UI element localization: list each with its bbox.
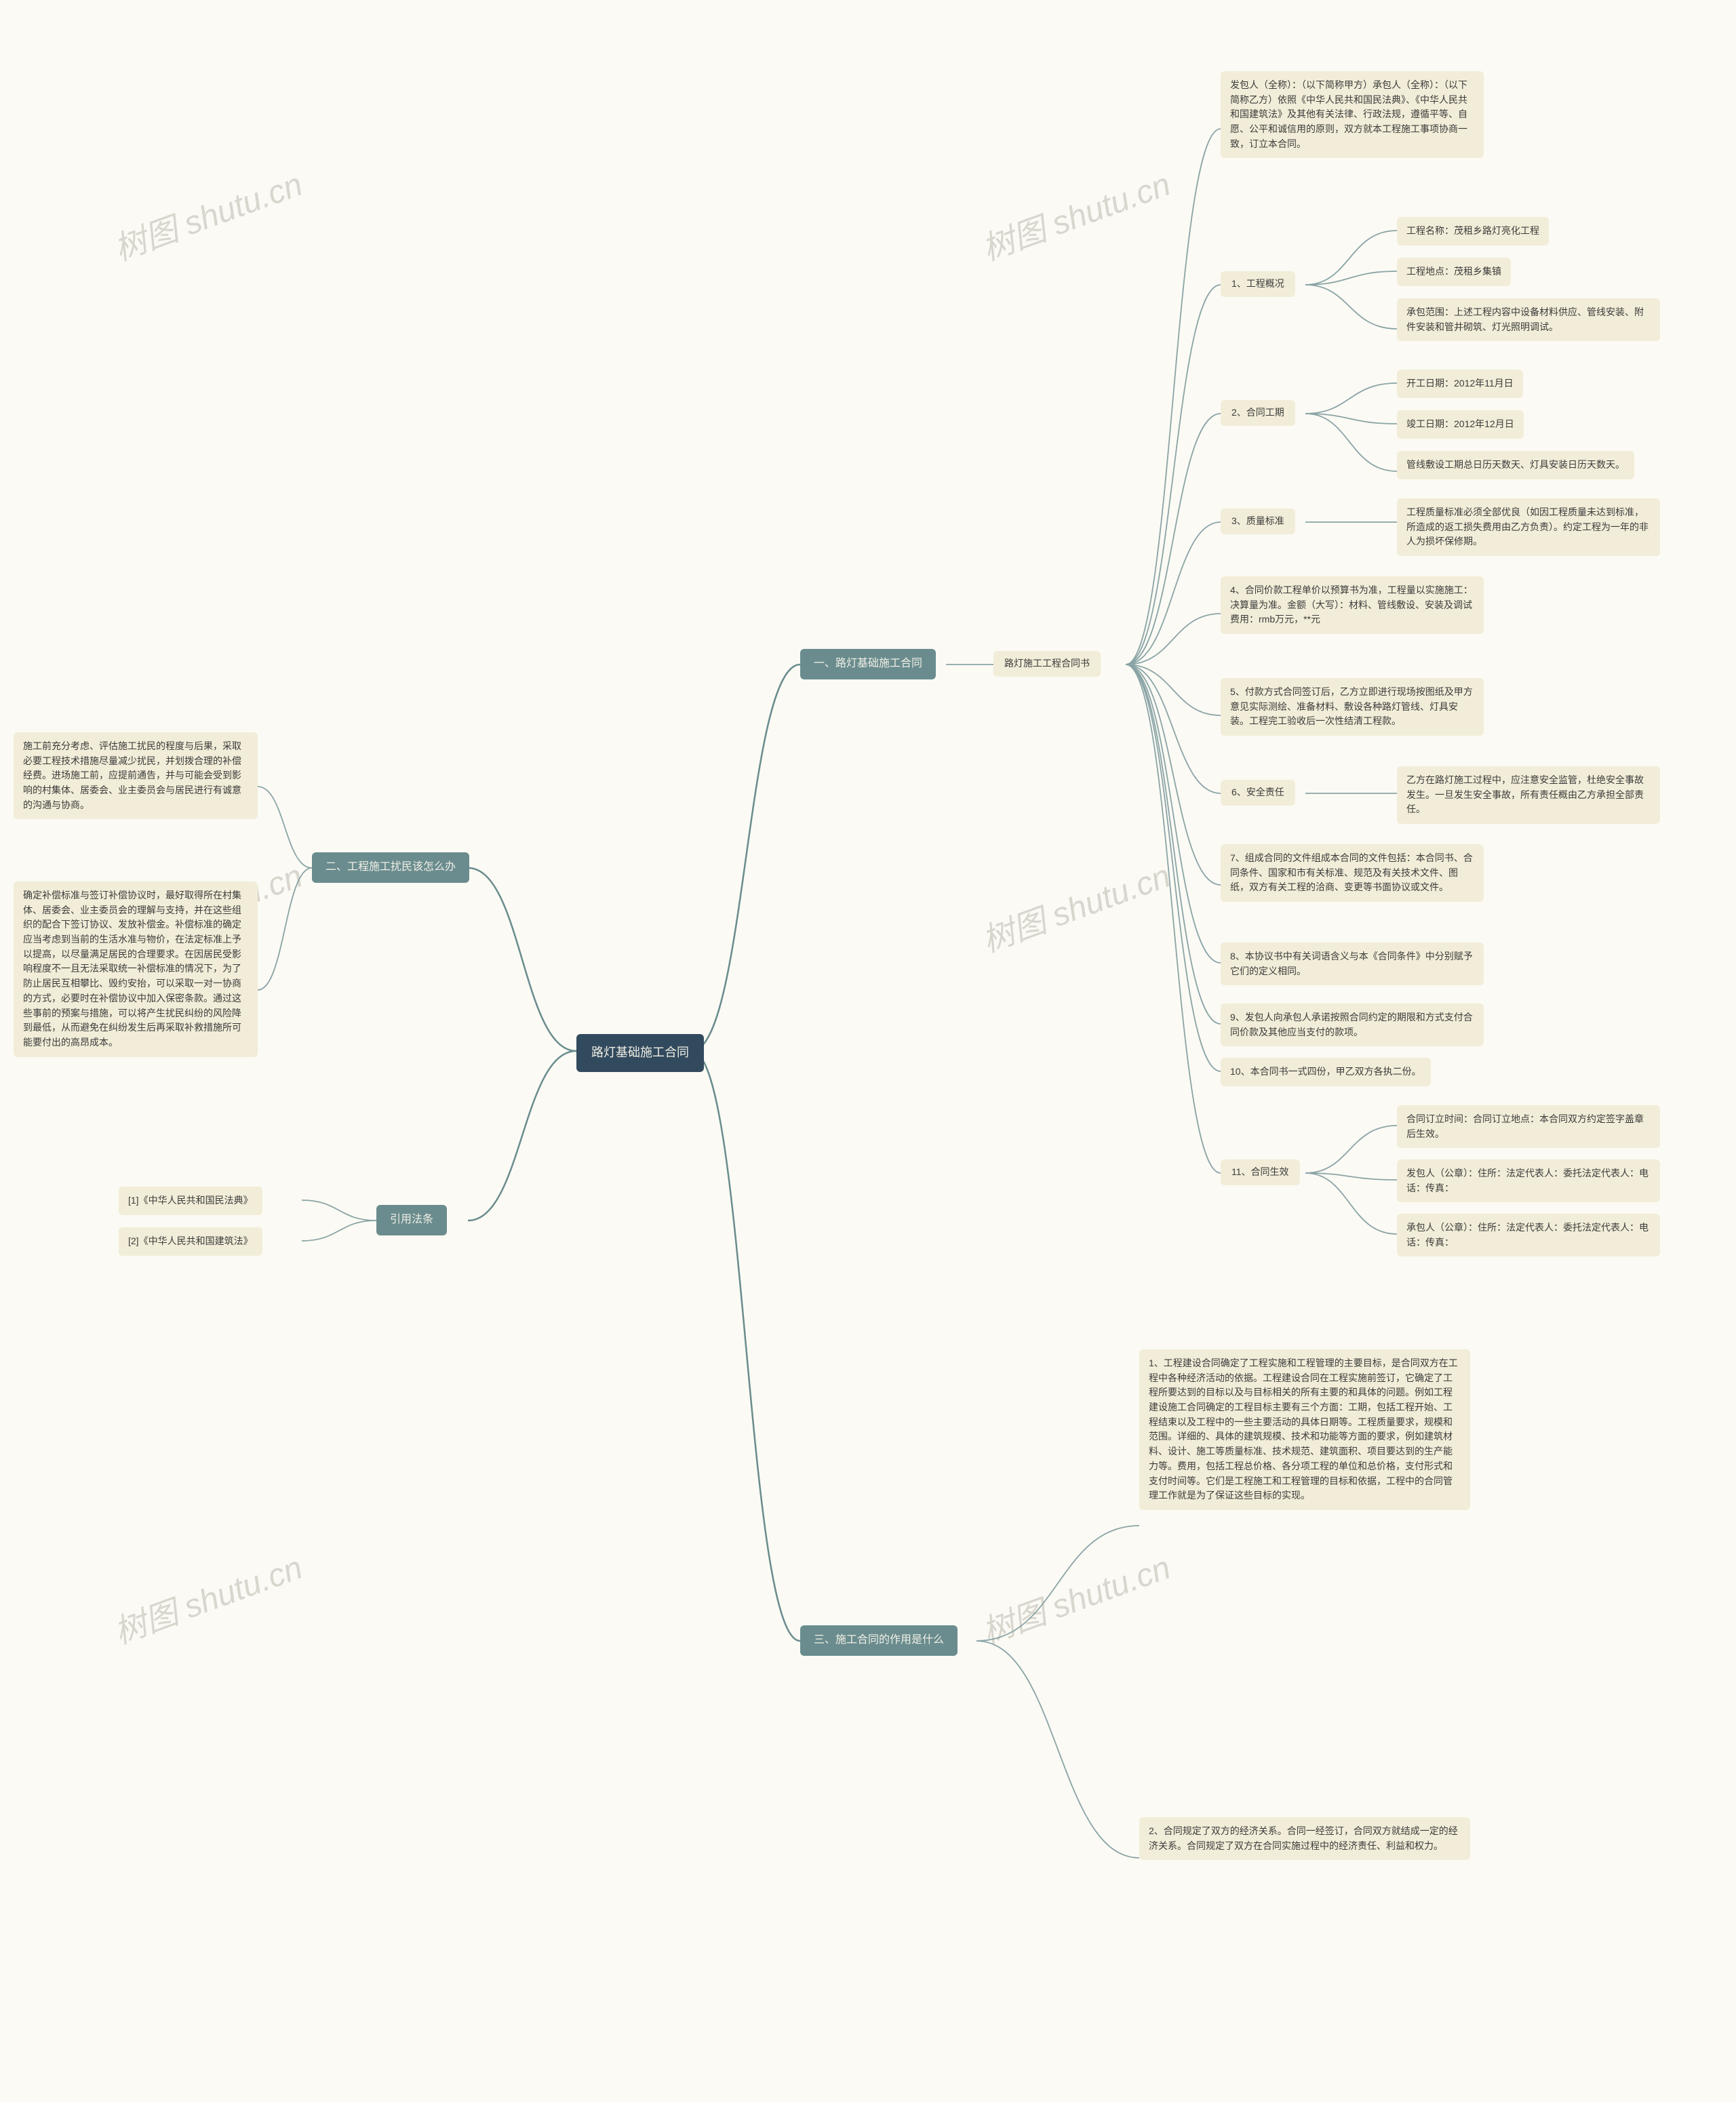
leaf-3-b[interactable]: [2]《中华人民共和国建筑法》	[119, 1227, 262, 1256]
leaf-1-11b[interactable]: 发包人（公章）：住所：法定代表人：委托法定代表人：电话：传真：	[1397, 1159, 1660, 1202]
leaf-1-9[interactable]: 9、发包人向承包人承诺按照合同约定的期限和方式支付合同价款及其他应当支付的款项。	[1221, 1004, 1484, 1046]
leaf-1-8[interactable]: 8、本协议书中有关词语含义与本《合同条件》中分别赋予它们的定义相同。	[1221, 943, 1484, 985]
leaf-4-a[interactable]: 1、工程建设合同确定了工程实施和工程管理的主要目标，是合同双方在工程中各种经济活…	[1139, 1349, 1470, 1510]
mid-2-term[interactable]: 2、合同工期	[1221, 400, 1295, 426]
branch-3[interactable]: 引用法条	[376, 1205, 447, 1235]
leaf-2-b[interactable]: 确定补偿标准与签订补偿协议时，最好取得所在村集体、居委会、业主委员会的理解与支持…	[14, 881, 258, 1057]
mid-1-overview[interactable]: 1、工程概况	[1221, 271, 1295, 297]
watermark: 树图 shutu.cn	[974, 849, 1176, 961]
leaf-1-5[interactable]: 5、付款方式合同签订后，乙方立即进行现场按图纸及甲方意见实际测绘、准备材料、敷设…	[1221, 678, 1484, 736]
mid-6-safety[interactable]: 6、安全责任	[1221, 780, 1295, 806]
branch-2[interactable]: 二、工程施工扰民该怎么办	[312, 852, 469, 883]
leaf-4-b[interactable]: 2、合同规定了双方的经济关系。合同一经签订，合同双方就结成一定的经济关系。合同规…	[1139, 1817, 1470, 1860]
root-node[interactable]: 路灯基础施工合同	[576, 1034, 704, 1072]
root-label: 路灯基础施工合同	[576, 1034, 704, 1072]
mid-3-quality[interactable]: 3、质量标准	[1221, 509, 1295, 534]
watermark: 树图 shutu.cn	[974, 1541, 1176, 1652]
watermark: 树图 shutu.cn	[106, 1541, 308, 1652]
leaf-1-1a[interactable]: 工程名称：茂租乡路灯亮化工程	[1397, 217, 1549, 245]
leaf-1-1b[interactable]: 工程地点：茂租乡集镇	[1397, 258, 1511, 286]
leaf-preamble[interactable]: 发包人（全称）：（以下简称甲方）承包人（全称）：（以下简称乙方）依照《中华人民共…	[1221, 71, 1484, 158]
mid-contract-book[interactable]: 路灯施工工程合同书	[993, 651, 1101, 677]
leaf-1-11a[interactable]: 合同订立时间：合同订立地点：本合同双方约定签字盖章后生效。	[1397, 1105, 1660, 1148]
leaf-1-11c[interactable]: 承包人（公章）：住所：法定代表人：委托法定代表人：电话：传真：	[1397, 1214, 1660, 1256]
leaf-1-7[interactable]: 7、组成合同的文件组成本合同的文件包括：本合同书、合同条件、国家和市有关标准、规…	[1221, 844, 1484, 902]
leaf-1-2a[interactable]: 开工日期：2012年11月日	[1397, 370, 1523, 398]
leaf-1-10[interactable]: 10、本合同书一式四份，甲乙双方各执二份。	[1221, 1058, 1431, 1086]
watermark: 树图 shutu.cn	[974, 157, 1176, 269]
mid-11-effect[interactable]: 11、合同生效	[1221, 1159, 1300, 1185]
leaf-1-2b[interactable]: 竣工日期：2012年12月日	[1397, 410, 1524, 439]
leaf-2-a[interactable]: 施工前充分考虑、评估施工扰民的程度与后果，采取必要工程技术措施尽量减少扰民，并划…	[14, 732, 258, 819]
leaf-1-3[interactable]: 工程质量标准必须全部优良（如因工程质量未达到标准，所造成的返工损失费用由乙方负责…	[1397, 498, 1660, 556]
leaf-1-2c[interactable]: 管线敷设工期总日历天数天、灯具安装日历天数天。	[1397, 451, 1634, 479]
leaf-1-1c[interactable]: 承包范围：上述工程内容中设备材料供应、管线安装、附件安装和管井砌筑、灯光照明调试…	[1397, 298, 1660, 341]
leaf-1-4[interactable]: 4、合同价款工程单价以预算书为准，工程量以实施施工：决算量为准。金额（大写）：材…	[1221, 576, 1484, 634]
branch-4[interactable]: 三、施工合同的作用是什么	[800, 1625, 958, 1656]
leaf-1-6[interactable]: 乙方在路灯施工过程中，应注意安全监管，杜绝安全事故发生。一旦发生安全事故，所有责…	[1397, 766, 1660, 824]
branch-1[interactable]: 一、路灯基础施工合同	[800, 649, 936, 679]
leaf-3-a[interactable]: [1]《中华人民共和国民法典》	[119, 1187, 262, 1215]
watermark: 树图 shutu.cn	[106, 157, 308, 269]
